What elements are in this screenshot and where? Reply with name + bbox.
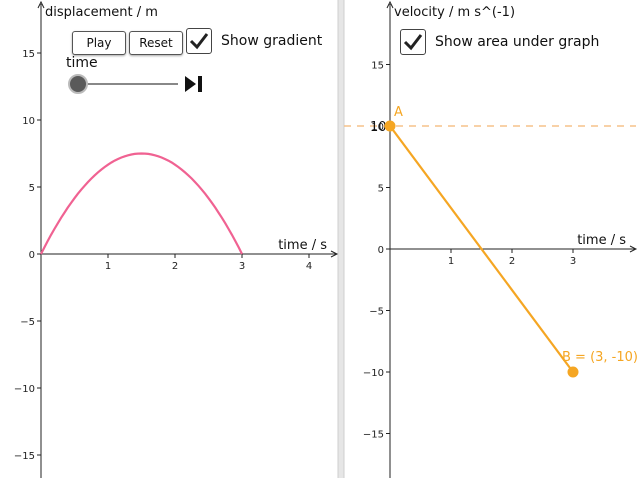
time-slider-knob[interactable] bbox=[68, 74, 88, 94]
x-tick-label: 1 bbox=[448, 256, 454, 267]
show-gradient-label: Show gradient bbox=[221, 33, 323, 49]
y-tick-label: −15 bbox=[363, 430, 384, 441]
velocity-graph: velocity / m s^(-1) time / s 1 2 3 −15 −10 −5 0 5… bbox=[344, 0, 638, 478]
y-tick-label: 10 bbox=[22, 116, 35, 127]
point-label-B: B = (3, -10) bbox=[562, 350, 638, 365]
time-slider-track[interactable] bbox=[78, 83, 178, 85]
play-button[interactable]: Play bbox=[72, 31, 126, 55]
y-axis-arrow bbox=[386, 0, 394, 9]
y-tick-label: 0 bbox=[29, 250, 35, 261]
reference-line-label: 10 bbox=[370, 120, 387, 135]
time-slider-label: time bbox=[66, 55, 98, 71]
y-tick-label: 15 bbox=[22, 49, 35, 60]
step-to-end-icon[interactable] bbox=[184, 75, 206, 93]
series-line bbox=[40, 152, 243, 255]
y-tick-label: −10 bbox=[363, 368, 384, 379]
point-A bbox=[384, 120, 396, 132]
x-tick-label: 3 bbox=[570, 256, 576, 267]
y-axis-label: velocity / m s^(-1) bbox=[394, 5, 515, 20]
x-tick-label: 3 bbox=[239, 261, 245, 272]
x-axis-arrow bbox=[330, 250, 339, 258]
series-line bbox=[389, 125, 574, 373]
x-tick-label: 1 bbox=[105, 261, 111, 272]
y-tick-label: −5 bbox=[20, 317, 35, 328]
y-tick-label: −15 bbox=[14, 451, 35, 462]
checkmark-icon bbox=[189, 33, 209, 50]
y-tick-label: 10 bbox=[371, 122, 384, 133]
x-axis-label: time / s bbox=[577, 233, 626, 248]
x-tick-label: 4 bbox=[306, 261, 312, 272]
y-tick-label: 15 bbox=[371, 61, 384, 72]
x-tick-label: 2 bbox=[509, 256, 515, 267]
y-tick-label: 5 bbox=[378, 184, 384, 195]
point-B bbox=[567, 366, 579, 378]
point-label-A: A bbox=[394, 105, 403, 120]
panel-divider[interactable] bbox=[338, 0, 344, 478]
y-tick-label: −5 bbox=[369, 307, 384, 318]
y-tick-label: 0 bbox=[378, 245, 384, 256]
y-tick-label: −10 bbox=[14, 384, 35, 395]
y-axis-label: displacement / m bbox=[45, 5, 158, 20]
show-area-label: Show area under graph bbox=[435, 34, 600, 50]
y-axis-arrow bbox=[37, 0, 45, 9]
displacement-graph: displacement / m time / s 1 2 3 4 −15 −10 −5 0 5 10… bbox=[14, 0, 339, 478]
x-tick-label: 2 bbox=[172, 261, 178, 272]
checkmark-icon bbox=[403, 34, 423, 51]
x-axis-arrow bbox=[629, 245, 638, 253]
x-axis-label: time / s bbox=[278, 238, 327, 253]
y-tick-label: 5 bbox=[29, 183, 35, 194]
reset-button[interactable]: Reset bbox=[129, 31, 183, 55]
show-gradient-checkbox[interactable] bbox=[186, 28, 212, 54]
show-area-checkbox[interactable] bbox=[400, 29, 426, 55]
